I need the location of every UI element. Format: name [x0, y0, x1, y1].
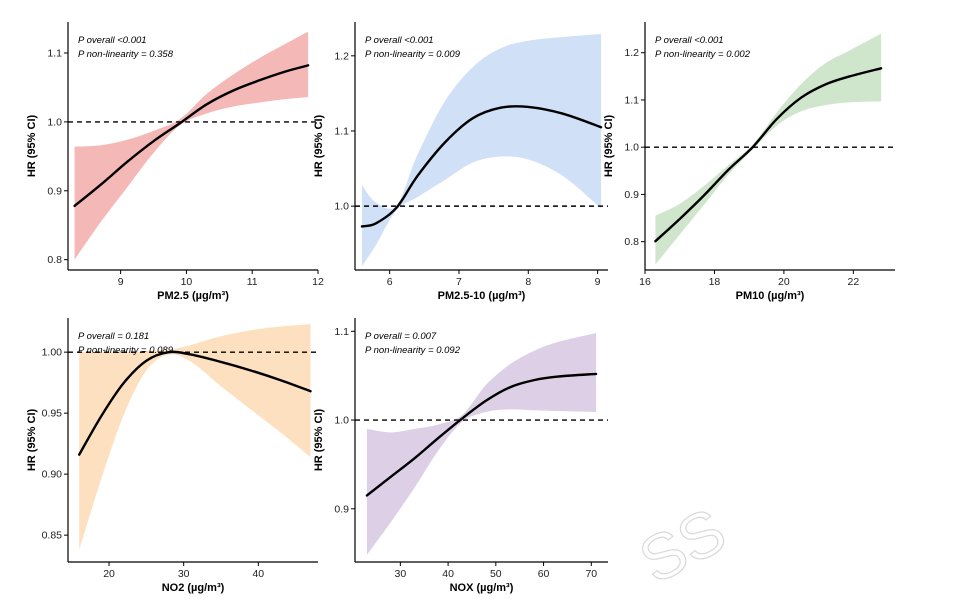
x-tick-label: 30 [178, 568, 190, 580]
x-axis-title: PM10 (µg/m³) [736, 290, 805, 302]
y-tick-label: 0.9 [47, 185, 62, 197]
watermark: SS [628, 494, 737, 598]
y-tick-label: 1.1 [334, 125, 349, 137]
p-value-annotation: P overall = 0.181 [78, 331, 149, 342]
y-tick-label: 1.1 [47, 48, 62, 60]
y-tick-label: 1.0 [334, 201, 349, 213]
y-axis-title: HR (95% CI) [313, 114, 325, 177]
y-tick-label: 1.0 [47, 116, 62, 128]
y-tick-label: 0.85 [42, 530, 63, 542]
y-tick-label: 0.95 [42, 408, 63, 420]
y-tick-label: 1.00 [42, 347, 63, 359]
x-tick-label: 60 [538, 568, 550, 580]
confidence-band [74, 31, 309, 260]
x-tick-label: 30 [395, 568, 407, 580]
y-tick-label: 0.90 [42, 469, 63, 481]
confidence-band [655, 33, 882, 265]
y-axis-title: HR (95% CI) [26, 114, 38, 177]
p-value-annotation: P overall <0.001 [365, 35, 434, 46]
y-axis-title: HR (95% CI) [603, 114, 615, 177]
hr-curve [73, 64, 310, 208]
hr-curve [654, 67, 883, 243]
confidence-band [79, 324, 311, 550]
p-value-annotation: P non-linearity = 0.089 [78, 345, 174, 356]
hr-curve [365, 372, 598, 497]
x-tick-label: 6 [387, 276, 393, 288]
x-axis-title: NOX (µg/m³) [450, 582, 514, 594]
x-axis-title: PM2.5-10 (µg/m³) [438, 290, 526, 302]
hr-curve [77, 350, 312, 456]
x-tick-label: 12 [312, 276, 324, 288]
y-tick-label: 1.1 [334, 326, 349, 338]
p-value-annotation: P overall = 0.007 [365, 331, 437, 342]
panel-2: 6 7 8 9 1.0 1.1 1.2 PM2.5-10 (µg/m³) HR (95% CI)… [313, 22, 608, 302]
x-tick-label: 18 [709, 276, 721, 288]
confidence-band [366, 333, 597, 555]
y-tick-label: 0.9 [334, 503, 349, 515]
y-tick-label: 1.0 [334, 415, 349, 427]
p-value-annotation: P non-linearity = 0.002 [655, 49, 751, 60]
y-tick-label: 0.8 [624, 236, 639, 248]
y-tick-label: 0.9 [624, 189, 639, 201]
x-axis-title: NO2 (µg/m³) [162, 582, 225, 594]
y-axis-title: HR (95% CI) [26, 408, 38, 471]
p-value-annotation: P overall <0.001 [78, 35, 147, 46]
x-tick-label: 20 [103, 568, 115, 580]
x-axis-title: PM2.5 (µg/m³) [157, 290, 229, 302]
x-tick-label: 10 [181, 276, 193, 288]
hr-curve [360, 105, 603, 228]
panel-5: 30 40 50 60 70 0.9 1.0 1.1 NOX (µg/m³) HR (95% CI… [313, 318, 608, 594]
x-tick-label: 9 [595, 276, 601, 288]
y-tick-label: 1.0 [624, 142, 639, 154]
panel-3: 16 18 20 22 0.8 0.9 1.0 1.1 1.2 PM10 (µg/m³) HR (9… [603, 22, 895, 302]
x-tick-label: 9 [118, 276, 124, 288]
y-tick-label: 0.8 [47, 254, 62, 266]
x-tick-label: 20 [778, 276, 790, 288]
confidence-band [361, 34, 602, 267]
p-value-annotation: P non-linearity = 0.009 [365, 49, 461, 60]
y-tick-label: 1.2 [624, 47, 639, 59]
y-axis-title: HR (95% CI) [313, 408, 325, 471]
p-value-annotation: P overall <0.001 [655, 35, 724, 46]
x-tick-label: 40 [442, 568, 454, 580]
y-tick-label: 1.2 [334, 50, 349, 62]
panel-4: 20 30 40 0.85 0.90 0.95 1.00 NO2 (µg/m³) HR (95%… [26, 318, 318, 594]
x-tick-label: 22 [847, 276, 859, 288]
x-tick-label: 16 [639, 276, 651, 288]
p-value-annotation: P non-linearity = 0.092 [365, 345, 461, 356]
x-tick-label: 50 [490, 568, 502, 580]
x-tick-label: 70 [585, 568, 597, 580]
x-tick-label: 8 [525, 276, 531, 288]
x-tick-label: 40 [252, 568, 264, 580]
p-value-annotation: P non-linearity = 0.358 [78, 49, 174, 60]
y-tick-label: 1.1 [624, 94, 639, 106]
x-tick-label: 11 [247, 276, 258, 288]
x-tick-label: 7 [456, 276, 462, 288]
panel-1: 9 10 11 12 0.8 0.9 1.0 1.1 PM2.5 (µg/m³) HR (95% … [26, 22, 324, 302]
